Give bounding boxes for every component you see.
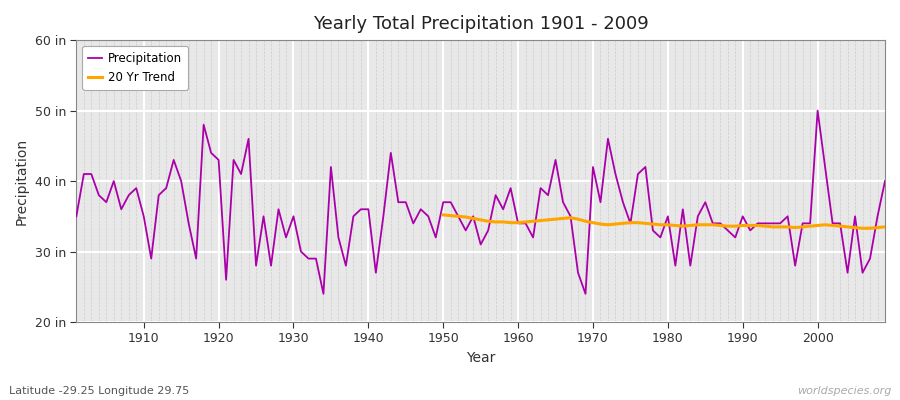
20 Yr Trend [715,223,725,228]
20 Yr Trend [879,224,890,229]
Precipitation [879,179,890,184]
Precipitation [318,292,328,296]
20 Yr Trend [437,212,448,217]
Precipitation [130,186,141,190]
20 Yr Trend [580,219,591,224]
Precipitation [610,172,621,176]
Text: worldspecies.org: worldspecies.org [796,386,891,396]
Text: Latitude -29.25 Longitude 29.75: Latitude -29.25 Longitude 29.75 [9,386,189,396]
Line: 20 Yr Trend: 20 Yr Trend [443,215,885,228]
20 Yr Trend [513,220,524,225]
Precipitation [295,249,306,254]
Legend: Precipitation, 20 Yr Trend: Precipitation, 20 Yr Trend [82,46,188,90]
Precipitation [71,214,82,219]
X-axis label: Year: Year [466,351,495,365]
Precipitation [520,221,531,226]
Precipitation [513,221,524,226]
20 Yr Trend [588,220,598,225]
20 Yr Trend [857,226,868,231]
Y-axis label: Precipitation: Precipitation [15,138,29,225]
Precipitation [812,108,823,113]
20 Yr Trend [565,215,576,220]
Title: Yearly Total Precipitation 1901 - 2009: Yearly Total Precipitation 1901 - 2009 [313,15,649,33]
20 Yr Trend [550,217,561,222]
Line: Precipitation: Precipitation [76,110,885,294]
Precipitation [348,214,359,219]
